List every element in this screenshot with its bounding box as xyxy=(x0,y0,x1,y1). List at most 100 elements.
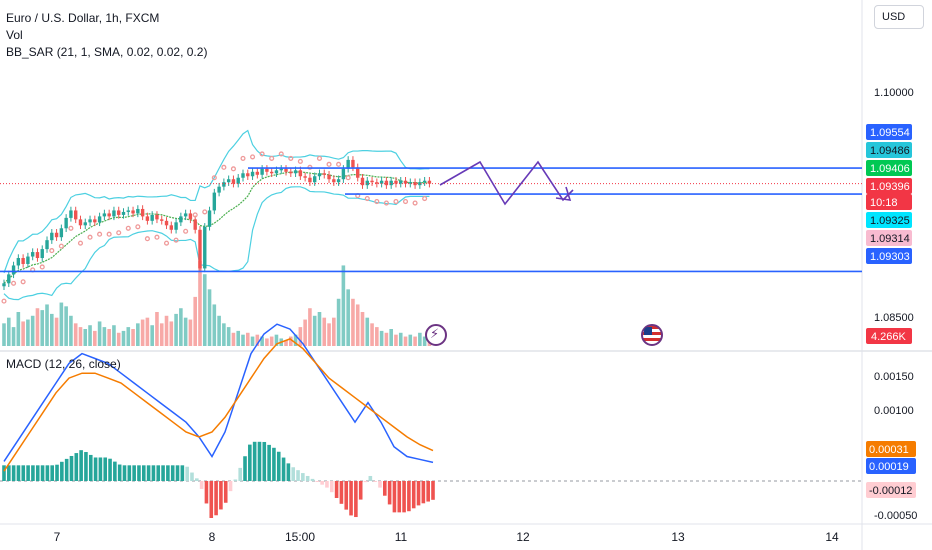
currency-selector-button[interactable]: USD xyxy=(874,5,924,29)
volume-bar xyxy=(121,330,126,346)
price-label-bg xyxy=(866,248,912,264)
sar-dot xyxy=(316,155,323,161)
histogram-bar xyxy=(252,441,257,481)
macd-line xyxy=(3,323,434,464)
sar-dot xyxy=(58,243,64,249)
sar-dot xyxy=(192,212,198,218)
histogram-bar xyxy=(397,481,402,513)
candle-body xyxy=(303,176,307,178)
volume-bar xyxy=(241,334,245,346)
candle-body xyxy=(102,213,107,217)
sar-dot xyxy=(154,234,160,240)
candle-body xyxy=(40,249,44,259)
sar-dot xyxy=(374,198,380,205)
indicator-legend: BB_SAR (21, 1, SMA, 0.02, 0.02, 0.2) xyxy=(6,45,208,59)
histogram-bar xyxy=(378,481,382,488)
histogram-bar xyxy=(411,481,416,509)
lightning-icon[interactable] xyxy=(425,324,447,346)
volume-bar xyxy=(174,313,178,346)
bollinger-bands xyxy=(3,129,430,301)
sar-dot xyxy=(173,237,179,243)
volume-bar xyxy=(54,317,59,346)
volume-bar xyxy=(102,327,107,346)
price-label-bg xyxy=(866,160,912,176)
histogram-bar xyxy=(60,461,64,481)
macd-label-bg xyxy=(866,458,916,474)
volume-bar xyxy=(274,334,279,346)
candle-body xyxy=(375,182,379,184)
price-label: 10:18 xyxy=(870,197,898,209)
volume-bar xyxy=(107,329,111,346)
sar-dot xyxy=(288,155,294,161)
candle-body xyxy=(360,177,365,186)
candle-body xyxy=(136,208,140,214)
histogram-bar xyxy=(291,467,296,481)
volume-bar xyxy=(341,265,346,346)
sar-dot xyxy=(1,298,7,304)
histogram-bar xyxy=(26,465,30,481)
candle-body xyxy=(183,213,188,217)
candle-body xyxy=(289,171,293,174)
volume-bar xyxy=(6,317,11,346)
candle-body xyxy=(131,210,135,214)
histogram-bar xyxy=(320,481,324,485)
candle-body xyxy=(174,222,178,230)
candle-body xyxy=(21,258,25,264)
volume-bar xyxy=(255,334,260,346)
sar-dot xyxy=(269,155,275,161)
candle-body xyxy=(150,214,154,221)
sar-dot xyxy=(125,225,131,231)
histogram-bar xyxy=(146,465,151,481)
candle-body xyxy=(418,182,422,186)
histogram-bar xyxy=(392,481,397,513)
volume-bar xyxy=(78,327,83,346)
volume-bar xyxy=(16,312,21,346)
us-flag-icon[interactable] xyxy=(641,324,663,346)
candle-body xyxy=(265,168,269,172)
sar-dot xyxy=(68,225,74,231)
candle-body xyxy=(298,170,303,177)
volume-bar xyxy=(198,261,202,346)
sar-dot xyxy=(11,280,17,286)
candle-body xyxy=(356,167,360,178)
candle-body xyxy=(313,176,317,183)
histogram-bar xyxy=(223,481,228,503)
histogram-bar xyxy=(238,467,242,481)
candle-body xyxy=(212,192,217,211)
sar-dot xyxy=(116,230,122,236)
candle-body xyxy=(198,229,202,269)
volume-bar xyxy=(2,323,6,346)
candle-body xyxy=(54,232,59,238)
sar-dot xyxy=(87,234,93,240)
histogram-bar xyxy=(199,481,204,489)
signal-line xyxy=(3,338,434,472)
volume-bar xyxy=(398,332,403,346)
candles xyxy=(2,156,432,290)
sar-dot xyxy=(250,154,256,160)
volume-bar xyxy=(327,323,331,346)
volume-bar xyxy=(188,319,193,346)
price-label: 1.09325 xyxy=(870,215,910,227)
parabolic-sar-dots xyxy=(1,151,428,304)
sar-dot xyxy=(221,164,227,170)
volume-bar xyxy=(164,315,169,346)
volume-bar xyxy=(69,315,73,346)
price-label-bg xyxy=(866,124,912,140)
sar-dot xyxy=(49,248,55,254)
macd-label-bg xyxy=(866,441,916,457)
candle-body xyxy=(117,210,121,215)
volume-bar xyxy=(403,336,408,346)
volume-bar xyxy=(179,308,183,346)
volume-bar xyxy=(332,317,336,346)
histogram-bar xyxy=(11,465,16,481)
volume-bar xyxy=(93,330,97,346)
volume-bar xyxy=(83,329,88,346)
macd-label-bg xyxy=(866,482,916,498)
price-label: 1.09406 xyxy=(870,163,910,175)
histogram-bar xyxy=(40,465,45,481)
volume-bar xyxy=(207,289,212,346)
volume-bar xyxy=(136,323,140,346)
bb-upper xyxy=(3,129,430,274)
volume-bar xyxy=(245,332,250,346)
